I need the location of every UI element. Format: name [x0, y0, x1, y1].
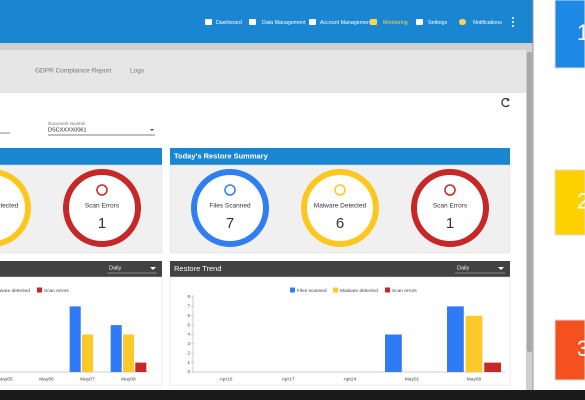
y-tick-label: 2	[187, 350, 190, 355]
bar	[110, 325, 122, 372]
stat-ring	[191, 169, 269, 247]
nav-icon	[309, 19, 316, 25]
stat-label: Malware Detected	[314, 203, 367, 210]
nav-icon	[205, 19, 212, 25]
legend-swatch	[290, 287, 295, 293]
y-tick-label: 5	[187, 322, 190, 327]
filter-value[interactable]: DSCXXXX0061	[48, 127, 87, 133]
stat-icon	[444, 184, 456, 196]
legend-label: Scan errors	[392, 288, 417, 294]
bar	[135, 362, 147, 372]
summary-header	[170, 148, 510, 165]
stat-value: 1	[446, 215, 454, 232]
tab[interactable]: GDPR Compliance Report	[35, 68, 111, 75]
nav-item[interactable]: Notifications	[473, 20, 502, 26]
bar	[385, 334, 402, 372]
dot	[512, 21, 514, 23]
y-tick-label: 1	[187, 360, 190, 365]
legend-label: Malware detected	[0, 288, 30, 294]
stat-icon	[224, 184, 236, 196]
side-badge	[554, 169, 585, 236]
nav-item[interactable]: Monitoring	[383, 20, 408, 26]
scroll-thumb	[527, 52, 532, 352]
dot	[512, 17, 514, 19]
y-tick-label: 8	[187, 294, 190, 299]
y-tick-label: 7	[187, 304, 190, 309]
bar	[122, 334, 135, 372]
stat-label: Scan Errors	[85, 203, 120, 210]
stat-value: 1	[98, 215, 106, 232]
stat-ring	[411, 169, 489, 247]
legend-label: Scan errors	[44, 288, 69, 294]
nav-icon	[249, 19, 256, 25]
dropdown-arrow[interactable]	[150, 129, 154, 131]
side-badge	[554, 319, 585, 381]
interval-select[interactable]: Daily	[457, 265, 469, 271]
bar-shadow	[0, 43, 533, 50]
bottom-bar	[0, 390, 585, 400]
stat-icon	[96, 184, 108, 196]
side-badge-label: 1	[577, 20, 585, 45]
chart-title: Restore Trend	[174, 264, 222, 273]
x-tick-label: May08	[467, 376, 482, 382]
summary-header	[0, 148, 162, 165]
nav-item[interactable]: Dashboard	[216, 20, 242, 26]
nav-item[interactable]: Settings	[428, 20, 447, 26]
legend-swatch	[333, 287, 338, 293]
stat-value: 6	[336, 215, 344, 232]
legend-label: Files scanned	[297, 288, 327, 294]
side-badge	[554, 0, 585, 69]
bar	[484, 362, 501, 372]
stat-icon	[334, 184, 346, 196]
legend-swatch	[385, 287, 390, 293]
x-tick-label: May05	[0, 376, 13, 382]
stat-ring	[0, 169, 31, 247]
legend-swatch	[37, 287, 42, 293]
x-tick-label: Apr10	[220, 376, 233, 382]
chart-body	[0, 276, 163, 386]
more-menu[interactable]	[512, 17, 514, 27]
x-tick-label: Apr17	[282, 376, 295, 382]
bar	[69, 306, 81, 372]
stat-ring	[301, 169, 379, 247]
dot	[512, 25, 514, 27]
stat-label: Scan Errors	[433, 203, 468, 210]
bar	[447, 306, 464, 372]
x-tick-label: Apr24	[344, 376, 357, 382]
y-tick-label: 3	[187, 341, 190, 346]
y-tick-label: 6	[187, 313, 190, 318]
tab-strip	[0, 50, 526, 93]
nav-item[interactable]: Data Management	[262, 20, 306, 26]
side-badge-label: 2	[577, 188, 585, 213]
nav-item[interactable]: Account Management	[320, 20, 372, 26]
stat-value: 7	[226, 215, 234, 232]
summary-title: Today's Restore Summary	[174, 151, 269, 160]
stat-label: Malware Detected	[0, 203, 19, 210]
x-tick-label: May06	[39, 376, 54, 382]
y-tick-label: 4	[187, 332, 190, 337]
stat-label: Files Scanned	[209, 203, 251, 210]
chart-header	[0, 261, 162, 277]
bar	[465, 315, 483, 372]
x-tick-label: May01	[405, 376, 420, 382]
interval-select[interactable]: Daily	[109, 265, 121, 271]
nav-icon	[370, 19, 377, 25]
y-tick-label: 0	[187, 369, 190, 374]
bar	[81, 334, 94, 372]
chart-header	[170, 261, 510, 277]
side-badge-label: 3	[577, 336, 585, 361]
refresh-arrow	[507, 98, 510, 102]
top-bar	[0, 0, 533, 43]
x-tick-label: May07	[80, 376, 95, 382]
select-arrow	[498, 267, 504, 270]
legend-label: Malware detected	[340, 288, 378, 294]
x-tick-label: May08	[121, 376, 136, 382]
filter-label: Document Number	[48, 121, 86, 126]
select-arrow	[150, 267, 156, 270]
nav-icon	[459, 19, 466, 25]
tab[interactable]: Logs	[130, 68, 145, 75]
nav-icon	[416, 19, 423, 25]
stat-ring	[63, 169, 141, 247]
